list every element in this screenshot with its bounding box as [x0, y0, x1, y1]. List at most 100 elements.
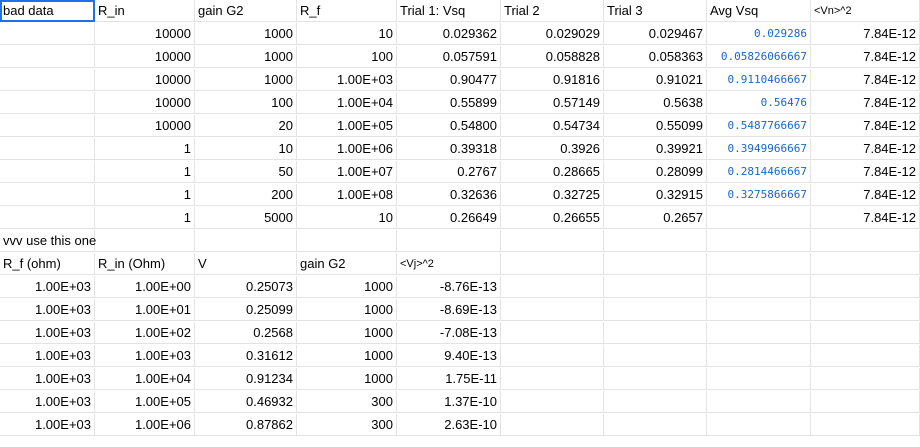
data-cell[interactable] — [0, 69, 95, 91]
data-cell[interactable]: 0.28665 — [501, 161, 604, 183]
data-cell[interactable]: 10000 — [95, 46, 195, 68]
data-cell[interactable]: 5000 — [195, 207, 297, 229]
data-cell[interactable]: 0.57149 — [501, 92, 604, 114]
data-cell[interactable] — [0, 138, 95, 160]
data-cell[interactable] — [0, 92, 95, 114]
data-cell[interactable]: 1000 — [297, 276, 397, 298]
data-cell[interactable]: 1.00E+03 — [0, 368, 95, 390]
data-cell[interactable]: 0.32636 — [397, 184, 501, 206]
data-cell[interactable]: 0.25073 — [195, 276, 297, 298]
empty-cell[interactable] — [604, 368, 707, 390]
data-cell[interactable]: 0.057591 — [397, 46, 501, 68]
data-cell[interactable]: 0.39921 — [604, 138, 707, 160]
empty-cell[interactable] — [195, 230, 297, 252]
data-cell[interactable]: 1.00E+03 — [0, 276, 95, 298]
data-cell[interactable]: 100 — [195, 92, 297, 114]
data-cell[interactable]: 0.55899 — [397, 92, 501, 114]
data-cell[interactable]: 1.00E+03 — [0, 391, 95, 413]
empty-cell[interactable] — [297, 230, 397, 252]
column-header-cell[interactable]: R_in (Ohm) — [95, 253, 195, 275]
empty-cell[interactable] — [811, 414, 920, 436]
data-cell[interactable]: -8.76E-13 — [397, 276, 501, 298]
data-cell[interactable]: 0.31612 — [195, 345, 297, 367]
column-header-cell[interactable]: V — [195, 253, 297, 275]
data-cell[interactable]: 20 — [195, 115, 297, 137]
data-cell[interactable]: 0.54800 — [397, 115, 501, 137]
column-header-cell[interactable]: <Vj>^2 — [397, 253, 501, 275]
data-cell[interactable]: 0.91816 — [501, 69, 604, 91]
data-cell[interactable]: 0.90477 — [397, 69, 501, 91]
data-cell[interactable]: 0.87862 — [195, 414, 297, 436]
data-cell[interactable]: 0.25099 — [195, 299, 297, 321]
empty-cell[interactable] — [604, 345, 707, 367]
empty-cell[interactable] — [501, 345, 604, 367]
data-cell[interactable]: 0.56476 — [707, 92, 811, 114]
empty-cell[interactable] — [811, 322, 920, 344]
data-cell[interactable]: 1.00E+00 — [95, 276, 195, 298]
data-cell[interactable]: 1000 — [195, 69, 297, 91]
data-cell[interactable]: 0.2814466667 — [707, 161, 811, 183]
empty-cell[interactable] — [707, 368, 811, 390]
data-cell[interactable]: 0.5638 — [604, 92, 707, 114]
selected-cell[interactable]: bad data — [0, 0, 95, 22]
data-cell[interactable]: 0.2767 — [397, 161, 501, 183]
data-cell[interactable]: 10 — [297, 23, 397, 45]
data-cell[interactable]: 1.00E+06 — [95, 414, 195, 436]
data-cell[interactable]: 1.00E+03 — [297, 69, 397, 91]
data-cell[interactable]: 1.00E+04 — [297, 92, 397, 114]
column-header-cell[interactable]: Trial 2 — [501, 0, 604, 22]
data-cell[interactable]: 0.029286 — [707, 23, 811, 45]
data-cell[interactable]: 300 — [297, 414, 397, 436]
empty-cell[interactable] — [604, 299, 707, 321]
data-cell[interactable]: 200 — [195, 184, 297, 206]
data-cell[interactable]: 0.26655 — [501, 207, 604, 229]
data-cell[interactable]: 1000 — [297, 345, 397, 367]
data-cell[interactable]: 7.84E-12 — [811, 161, 920, 183]
data-cell[interactable]: 7.84E-12 — [811, 138, 920, 160]
data-cell[interactable]: 1.00E+03 — [95, 345, 195, 367]
data-cell[interactable]: 0.058828 — [501, 46, 604, 68]
column-header-cell[interactable]: R_f (ohm) — [0, 253, 95, 275]
data-cell[interactable] — [0, 184, 95, 206]
data-cell[interactable]: 1.00E+05 — [95, 391, 195, 413]
data-cell[interactable]: 1.00E+07 — [297, 161, 397, 183]
column-header-cell[interactable]: gain G2 — [195, 0, 297, 22]
empty-cell[interactable] — [604, 391, 707, 413]
data-cell[interactable]: 1.00E+03 — [0, 414, 95, 436]
empty-cell[interactable] — [707, 322, 811, 344]
data-cell[interactable]: 0.029029 — [501, 23, 604, 45]
data-cell[interactable]: 10000 — [95, 115, 195, 137]
data-cell[interactable]: 0.91021 — [604, 69, 707, 91]
data-cell[interactable]: 0.3275866667 — [707, 184, 811, 206]
data-cell[interactable]: 1000 — [297, 368, 397, 390]
data-cell[interactable]: 1.75E-11 — [397, 368, 501, 390]
data-cell[interactable]: 1 — [95, 138, 195, 160]
empty-cell[interactable] — [501, 322, 604, 344]
data-cell[interactable]: 0.9110466667 — [707, 69, 811, 91]
column-header-cell[interactable]: gain G2 — [297, 253, 397, 275]
empty-cell[interactable] — [604, 414, 707, 436]
data-cell[interactable]: 0.26649 — [397, 207, 501, 229]
data-cell[interactable]: 1.00E+03 — [0, 299, 95, 321]
data-cell[interactable]: 1.00E+04 — [95, 368, 195, 390]
data-cell[interactable] — [0, 46, 95, 68]
data-cell[interactable]: 7.84E-12 — [811, 184, 920, 206]
data-cell[interactable]: 1.00E+08 — [297, 184, 397, 206]
empty-cell[interactable] — [501, 414, 604, 436]
note-cell[interactable]: vvv use this one — [0, 230, 96, 252]
data-cell[interactable]: 1000 — [297, 322, 397, 344]
empty-cell[interactable] — [811, 345, 920, 367]
empty-cell[interactable] — [811, 276, 920, 298]
data-cell[interactable]: 0.029362 — [397, 23, 501, 45]
data-cell[interactable]: 1 — [95, 207, 195, 229]
data-cell[interactable]: -8.69E-13 — [397, 299, 501, 321]
data-cell[interactable]: 0.05826066667 — [707, 46, 811, 68]
empty-cell[interactable] — [707, 276, 811, 298]
column-header-cell[interactable]: R_in — [95, 0, 195, 22]
empty-cell[interactable] — [604, 253, 707, 275]
column-header-cell[interactable]: Trial 1: Vsq — [397, 0, 501, 22]
data-cell[interactable]: 1.00E+06 — [297, 138, 397, 160]
data-cell[interactable]: 0.2657 — [604, 207, 707, 229]
data-cell[interactable]: 1.00E+02 — [95, 322, 195, 344]
empty-cell[interactable] — [707, 391, 811, 413]
